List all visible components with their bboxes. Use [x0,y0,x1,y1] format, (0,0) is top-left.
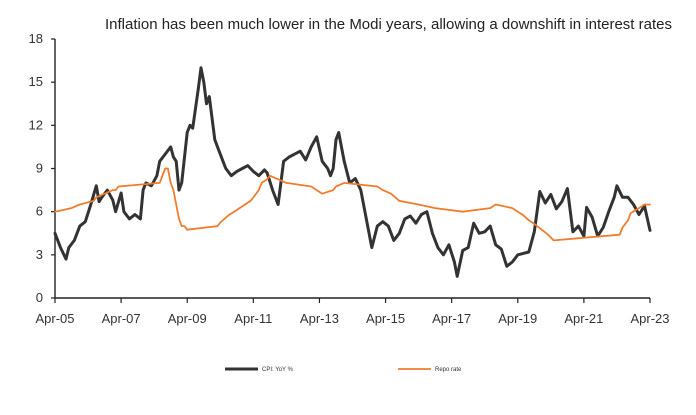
legend: CPI: YoY % Repo rate [225,367,462,373]
x-tick-label: Apr-09 [168,311,207,326]
x-tick-label: Apr-21 [564,311,603,326]
y-tick-label: 15 [29,74,43,89]
y-tick-label: 6 [36,204,43,219]
x-tick-label: Apr-11 [234,311,272,326]
x-tick-label: Apr-19 [498,311,537,326]
legend-label-1: Repo rate [435,367,462,373]
y-tick-label: 12 [29,117,43,132]
x-tick-label: Apr-13 [300,311,339,326]
x-tick-label: Apr-23 [630,311,669,326]
x-axis: Apr-05 Apr-07 Apr-09 Apr-11 Apr-13 Apr-15 Apr-… [35,297,670,326]
y-tick-label: 0 [36,290,43,305]
x-tick-label: Apr-05 [35,311,74,326]
x-tick-label: Apr-15 [366,311,405,326]
y-tick-label: 3 [36,247,43,262]
chart-title: Inflation has been much lower in the Mod… [105,16,672,33]
y-tick-label: 18 [29,31,43,46]
series-line-0 [53,66,652,278]
legend-label-0: CPI: YoY % [262,367,294,373]
plot-area [53,66,652,278]
x-tick-label: Apr-17 [432,311,471,326]
y-tick-label: 9 [36,161,43,176]
x-tick-label: Apr-07 [102,311,141,326]
y-axis: 0 3 6 9 12 15 18 [29,31,56,305]
series-line-1 [54,167,651,242]
